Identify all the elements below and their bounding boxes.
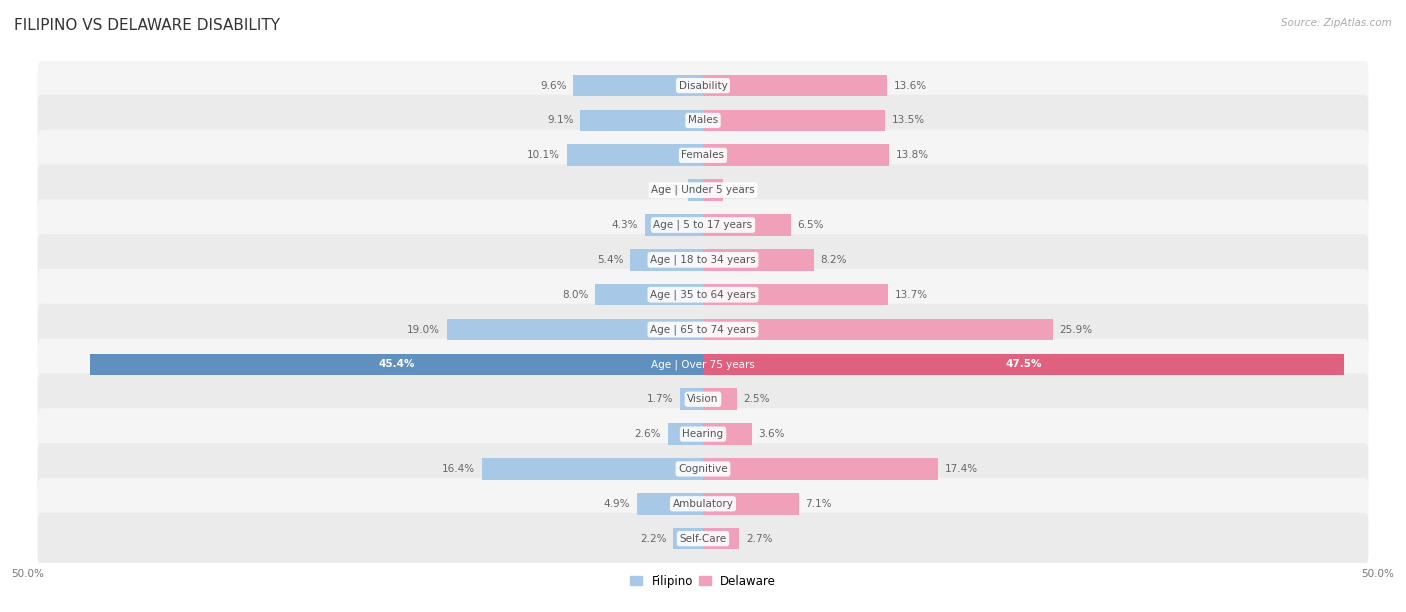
Bar (703, 214, 790, 236)
FancyBboxPatch shape (38, 338, 1368, 390)
Text: 19.0%: 19.0% (406, 324, 440, 335)
FancyBboxPatch shape (38, 199, 1368, 251)
Bar (703, 528, 740, 550)
Text: 13.8%: 13.8% (896, 151, 929, 160)
Text: 13.5%: 13.5% (891, 116, 925, 125)
Bar (703, 389, 737, 410)
Legend: Filipino, Delaware: Filipino, Delaware (626, 570, 780, 592)
Bar (703, 284, 889, 305)
FancyBboxPatch shape (38, 478, 1368, 529)
Bar (567, 144, 703, 166)
Text: 7.1%: 7.1% (806, 499, 832, 509)
Text: Age | 65 to 74 years: Age | 65 to 74 years (650, 324, 756, 335)
Text: Disability: Disability (679, 81, 727, 91)
Text: 8.2%: 8.2% (821, 255, 846, 265)
Text: 13.7%: 13.7% (894, 289, 928, 300)
FancyBboxPatch shape (38, 443, 1368, 494)
Text: 25.9%: 25.9% (1059, 324, 1092, 335)
Text: Hearing: Hearing (682, 429, 724, 439)
Text: 13.6%: 13.6% (893, 81, 927, 91)
Text: 4.3%: 4.3% (612, 220, 638, 230)
Text: Source: ZipAtlas.com: Source: ZipAtlas.com (1281, 18, 1392, 28)
Text: 47.5%: 47.5% (1005, 359, 1042, 370)
FancyBboxPatch shape (38, 60, 1368, 111)
Text: 4.9%: 4.9% (603, 499, 630, 509)
Bar (703, 493, 799, 515)
FancyBboxPatch shape (38, 408, 1368, 460)
Text: 1.1%: 1.1% (655, 185, 682, 195)
FancyBboxPatch shape (38, 95, 1368, 146)
Text: Age | Under 5 years: Age | Under 5 years (651, 185, 755, 195)
Text: 3.6%: 3.6% (758, 429, 785, 439)
Text: 2.2%: 2.2% (640, 534, 666, 543)
Bar (447, 319, 703, 340)
Bar (673, 528, 703, 550)
Text: 16.4%: 16.4% (441, 464, 475, 474)
Text: Vision: Vision (688, 394, 718, 405)
FancyBboxPatch shape (38, 130, 1368, 181)
Text: 10.1%: 10.1% (527, 151, 560, 160)
Bar (703, 354, 1344, 375)
Text: Ambulatory: Ambulatory (672, 499, 734, 509)
Text: 2.5%: 2.5% (744, 394, 770, 405)
Text: 2.6%: 2.6% (634, 429, 661, 439)
Text: 5.4%: 5.4% (598, 255, 623, 265)
Bar (482, 458, 703, 480)
Text: Females: Females (682, 151, 724, 160)
Bar (703, 110, 886, 131)
Text: 1.5%: 1.5% (730, 185, 756, 195)
FancyBboxPatch shape (38, 234, 1368, 286)
Text: Age | 5 to 17 years: Age | 5 to 17 years (654, 220, 752, 230)
Bar (595, 284, 703, 305)
Bar (645, 214, 703, 236)
Bar (703, 458, 938, 480)
Bar (703, 179, 723, 201)
FancyBboxPatch shape (38, 165, 1368, 216)
Bar (574, 75, 703, 97)
Bar (668, 424, 703, 445)
Bar (703, 144, 889, 166)
Bar (630, 249, 703, 271)
Text: 17.4%: 17.4% (945, 464, 977, 474)
Bar (637, 493, 703, 515)
Bar (703, 424, 752, 445)
Text: 45.4%: 45.4% (378, 359, 415, 370)
Bar (688, 179, 703, 201)
Bar (703, 319, 1053, 340)
FancyBboxPatch shape (38, 304, 1368, 356)
Bar (703, 249, 814, 271)
Text: Age | 35 to 64 years: Age | 35 to 64 years (650, 289, 756, 300)
Text: Age | 18 to 34 years: Age | 18 to 34 years (650, 255, 756, 265)
Text: FILIPINO VS DELAWARE DISABILITY: FILIPINO VS DELAWARE DISABILITY (14, 18, 280, 34)
Text: 9.6%: 9.6% (540, 81, 567, 91)
Text: Cognitive: Cognitive (678, 464, 728, 474)
Text: Males: Males (688, 116, 718, 125)
FancyBboxPatch shape (38, 373, 1368, 425)
Text: Age | Over 75 years: Age | Over 75 years (651, 359, 755, 370)
Bar (90, 354, 703, 375)
Text: 9.1%: 9.1% (547, 116, 574, 125)
Text: 6.5%: 6.5% (797, 220, 824, 230)
Bar (681, 389, 703, 410)
Text: 2.7%: 2.7% (747, 534, 773, 543)
Bar (703, 75, 887, 97)
Text: 1.7%: 1.7% (647, 394, 673, 405)
Text: Self-Care: Self-Care (679, 534, 727, 543)
Text: 8.0%: 8.0% (562, 289, 588, 300)
FancyBboxPatch shape (38, 513, 1368, 564)
Bar (581, 110, 703, 131)
FancyBboxPatch shape (38, 269, 1368, 321)
